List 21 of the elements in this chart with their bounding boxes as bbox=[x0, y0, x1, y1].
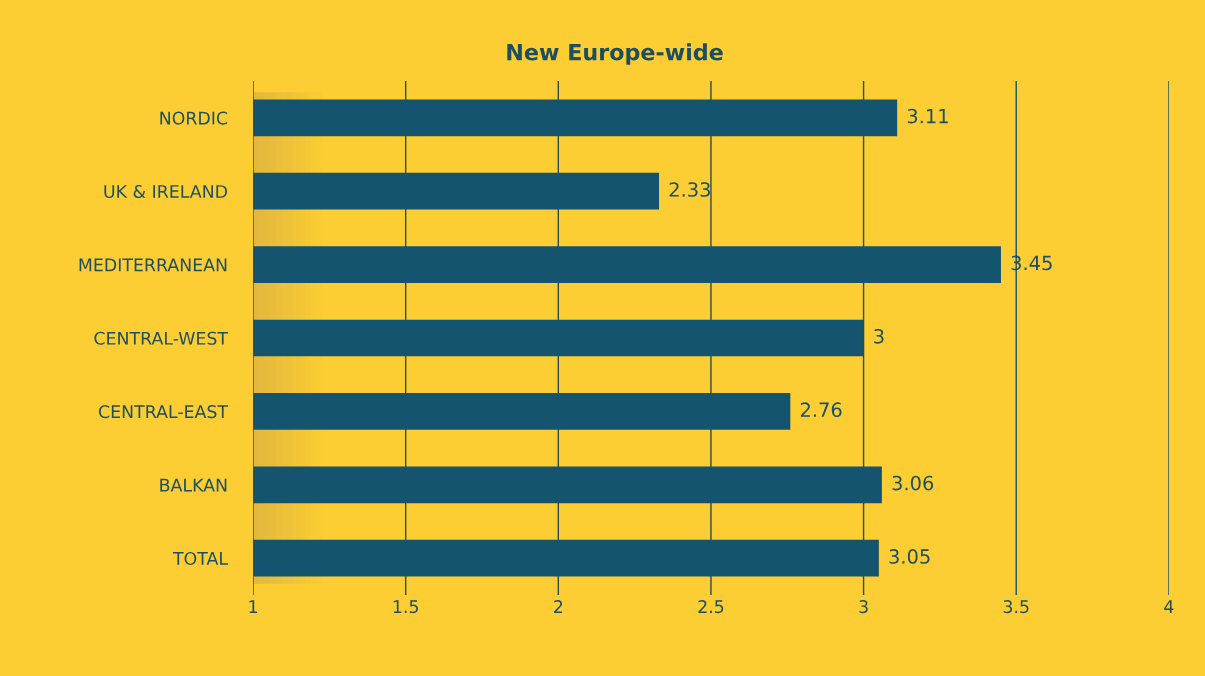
y-tick-label: MEDITERRANEAN bbox=[79, 258, 227, 272]
x-tick-label: 1 bbox=[249, 600, 257, 613]
y-tick-label: TOTAL bbox=[172, 551, 228, 566]
x-tick-label: 2 bbox=[554, 600, 563, 613]
chart-title: New Europe-wide bbox=[507, 43, 723, 65]
y-tick-label: NORDIC bbox=[160, 111, 228, 125]
x-tick-label: 1.5 bbox=[393, 600, 418, 614]
data-label: 2.33 bbox=[669, 182, 710, 197]
x-tick-label: 2.5 bbox=[698, 600, 724, 614]
data-label: 3 bbox=[874, 328, 884, 344]
data-label: 3.11 bbox=[907, 108, 948, 124]
y-tick-label: CENTRAL-WEST bbox=[94, 331, 229, 345]
x-tick-label: 4 bbox=[1164, 600, 1174, 613]
y-tick-label: CENTRAL-EAST bbox=[98, 405, 229, 419]
x-tick-label: 3 bbox=[859, 600, 868, 614]
data-label: 3.06 bbox=[892, 475, 934, 491]
y-tick-label: BALKAN bbox=[160, 478, 227, 492]
y-tick-label: UK & IRELAND bbox=[104, 184, 228, 199]
x-tick-label: 3.5 bbox=[1003, 600, 1029, 614]
data-label: 3.05 bbox=[889, 549, 930, 564]
data-label: 2.76 bbox=[800, 402, 842, 418]
